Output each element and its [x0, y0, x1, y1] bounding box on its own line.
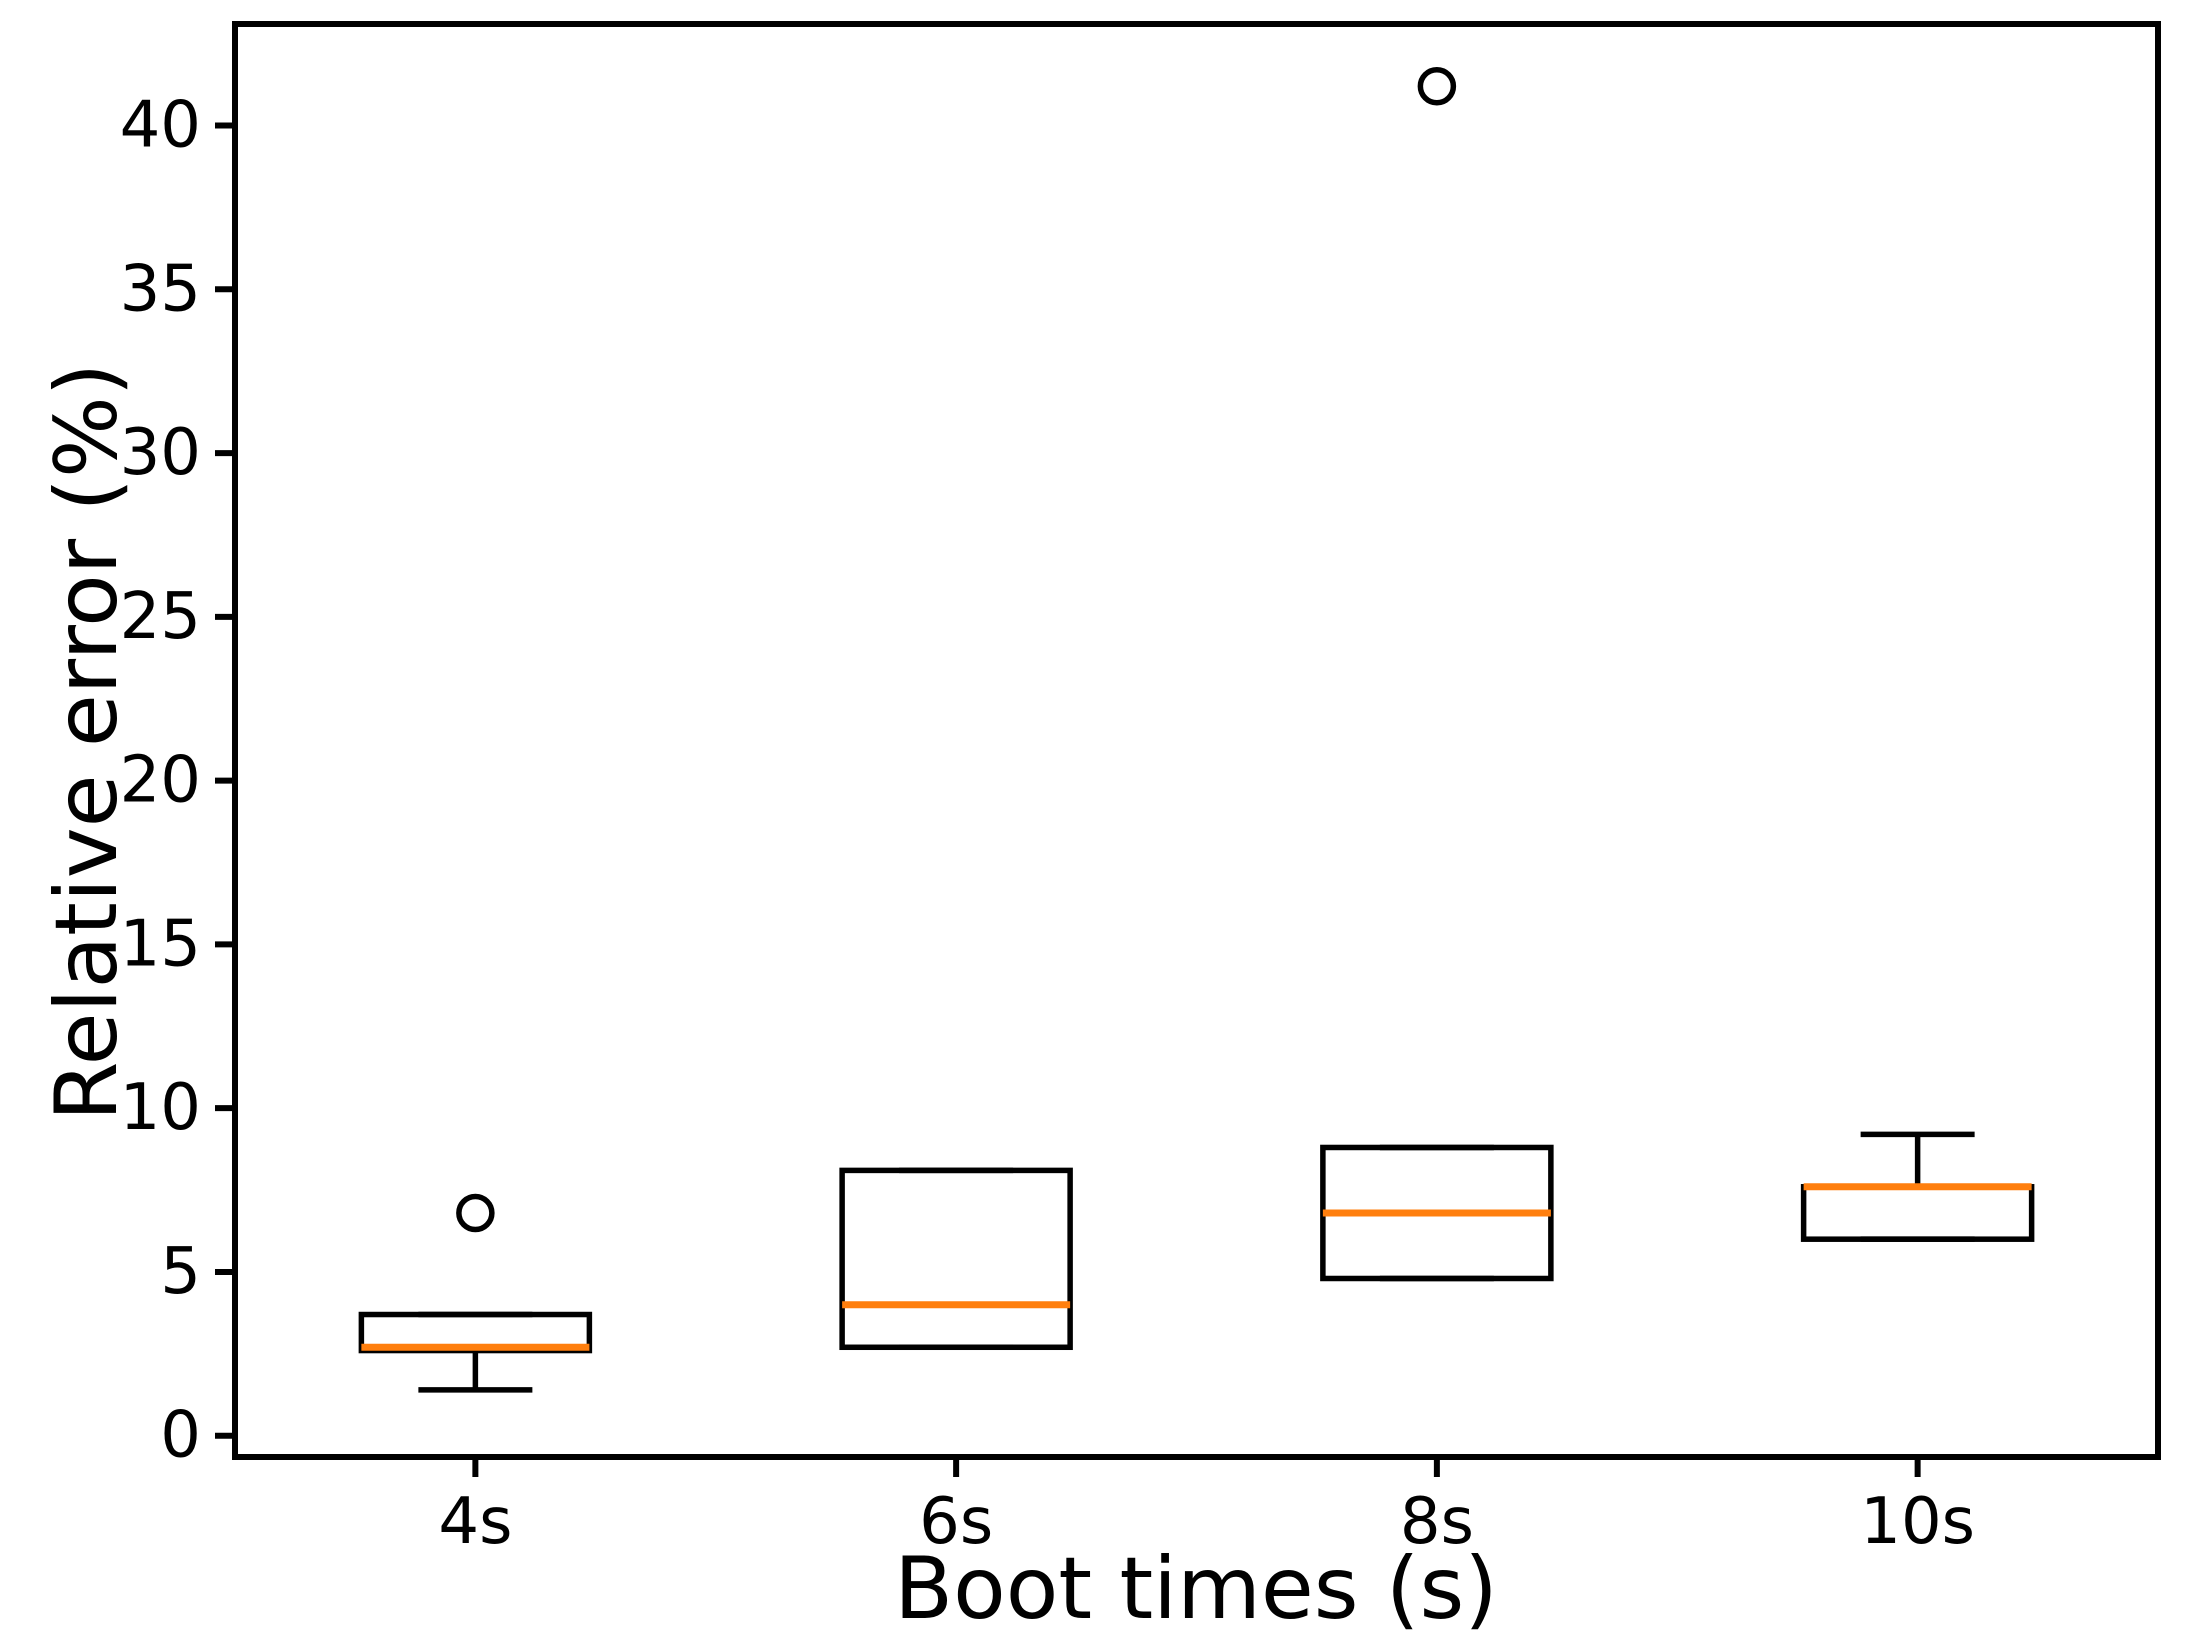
- plot-frame-group: [232, 21, 2161, 1460]
- plot-frame: [232, 21, 2161, 1460]
- x-tick-label-8s: 8s: [1400, 1485, 1474, 1559]
- boxes-group: [358, 66, 2035, 1393]
- y-tick-label-5: 5: [160, 1235, 201, 1309]
- flier-4s-0: [456, 1193, 495, 1233]
- x-axis-title: Boot times (s): [894, 1539, 1498, 1639]
- box-6s: [839, 1167, 1073, 1351]
- y-tick-label-10: 10: [120, 1071, 201, 1145]
- flier-8s-0: [1417, 66, 1457, 106]
- box-10s: [1800, 1184, 2035, 1242]
- y-tick-label-25: 25: [120, 580, 201, 654]
- y-axis-title: Relative error (%): [37, 363, 137, 1122]
- y-tick-label-30: 30: [120, 416, 201, 490]
- y-tick-label-0: 0: [160, 1399, 201, 1473]
- y-tick-label-20: 20: [120, 744, 201, 818]
- x-axis-group: 4s 6s 8s 10s: [438, 1457, 1975, 1559]
- y-tick-label-40: 40: [120, 89, 201, 163]
- x-tick-label-4s: 4s: [438, 1485, 512, 1559]
- y-axis-group: 0 5 10 15 20 25 30 35 40: [120, 89, 235, 1473]
- x-tick-label-10s: 10s: [1860, 1485, 1975, 1559]
- x-tick-label-6s: 6s: [919, 1485, 993, 1559]
- y-tick-label-35: 35: [120, 252, 201, 326]
- y-tick-label-15: 15: [120, 907, 201, 981]
